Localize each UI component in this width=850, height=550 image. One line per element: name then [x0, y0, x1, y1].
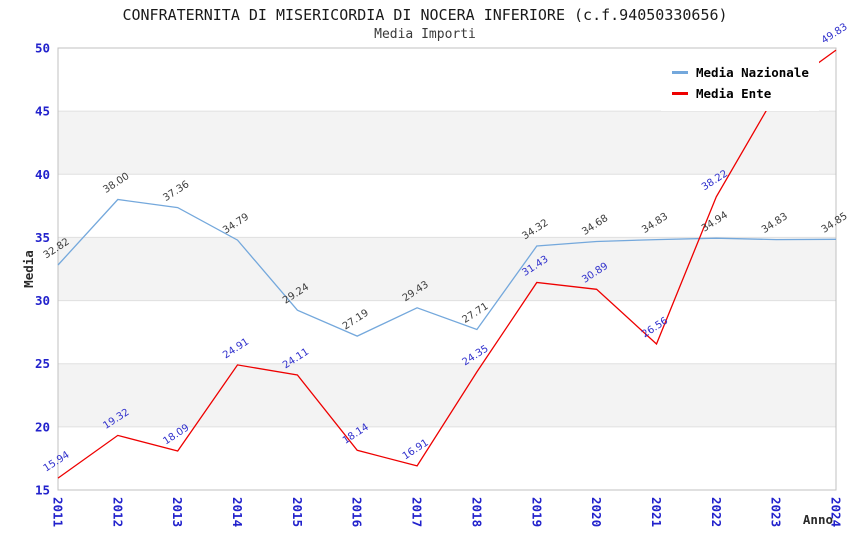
x-tick-label: 2019	[529, 497, 544, 527]
band	[58, 237, 836, 301]
value-label: 24.91	[221, 336, 251, 361]
x-tick-label: 2022	[709, 497, 724, 527]
value-label: 34.83	[760, 211, 790, 236]
x-tick-label: 2014	[230, 497, 245, 527]
y-tick-label: 20	[35, 419, 50, 434]
x-tick-label: 2011	[51, 497, 66, 527]
legend-swatch-blue-line-icon	[672, 70, 688, 74]
x-axis-title: Anno	[803, 512, 833, 527]
legend-item-media-nazionale: Media Nazionale	[672, 63, 809, 81]
x-tick-label: 2013	[170, 497, 185, 527]
y-tick-label: 35	[35, 230, 50, 245]
series-line-media-nazionale	[57, 198, 837, 337]
legend-swatch-red-line-icon	[672, 91, 688, 95]
chart-legend: Media Nazionale Media Ente	[661, 56, 819, 111]
x-tick-label: 2021	[649, 497, 664, 527]
legend-label: Media Ente	[696, 85, 772, 101]
y-tick-label: 30	[35, 293, 50, 308]
chart-subtitle: Media Importi	[374, 27, 476, 42]
x-tick-label: 2020	[589, 497, 604, 527]
y-tick-label: 15	[35, 483, 50, 498]
y-tick-label: 40	[35, 167, 50, 182]
chart-title: CONFRATERNITA DI MISERICORDIA DI NOCERA …	[122, 6, 728, 24]
x-tick-label: 2018	[469, 497, 484, 527]
value-label: 37.36	[161, 179, 191, 204]
y-axis-title: Media	[21, 250, 36, 288]
y-tick-label: 45	[35, 104, 50, 119]
value-label: 15.94	[42, 450, 72, 475]
x-tick-label: 2015	[290, 497, 305, 527]
y-tick-label: 50	[35, 41, 50, 56]
band	[58, 111, 836, 175]
value-label: 34.94	[700, 210, 730, 235]
value-label: 34.68	[580, 213, 610, 238]
x-tick-label: 2017	[410, 497, 425, 527]
legend-item-media-ente: Media Ente	[672, 84, 809, 102]
y-tick-label: 25	[35, 356, 50, 371]
x-tick-label: 2016	[350, 497, 365, 527]
x-tick-label: 2023	[769, 497, 784, 527]
band	[58, 363, 836, 427]
value-label: 49.83	[820, 22, 850, 47]
x-tick-label: 2024	[829, 497, 844, 527]
value-label: 26.56	[640, 315, 670, 340]
legend-label: Media Nazionale	[696, 64, 809, 80]
value-label: 34.83	[640, 211, 670, 236]
value-label: 27.71	[461, 301, 491, 326]
value-label: 16.91	[401, 437, 431, 462]
series-line-media-ente	[57, 49, 837, 479]
value-label: 34.85	[820, 211, 850, 236]
plot-border	[57, 47, 837, 491]
value-label: 27.19	[341, 308, 371, 333]
value-label: 34.79	[221, 212, 251, 237]
x-tick-label: 2012	[110, 497, 125, 527]
